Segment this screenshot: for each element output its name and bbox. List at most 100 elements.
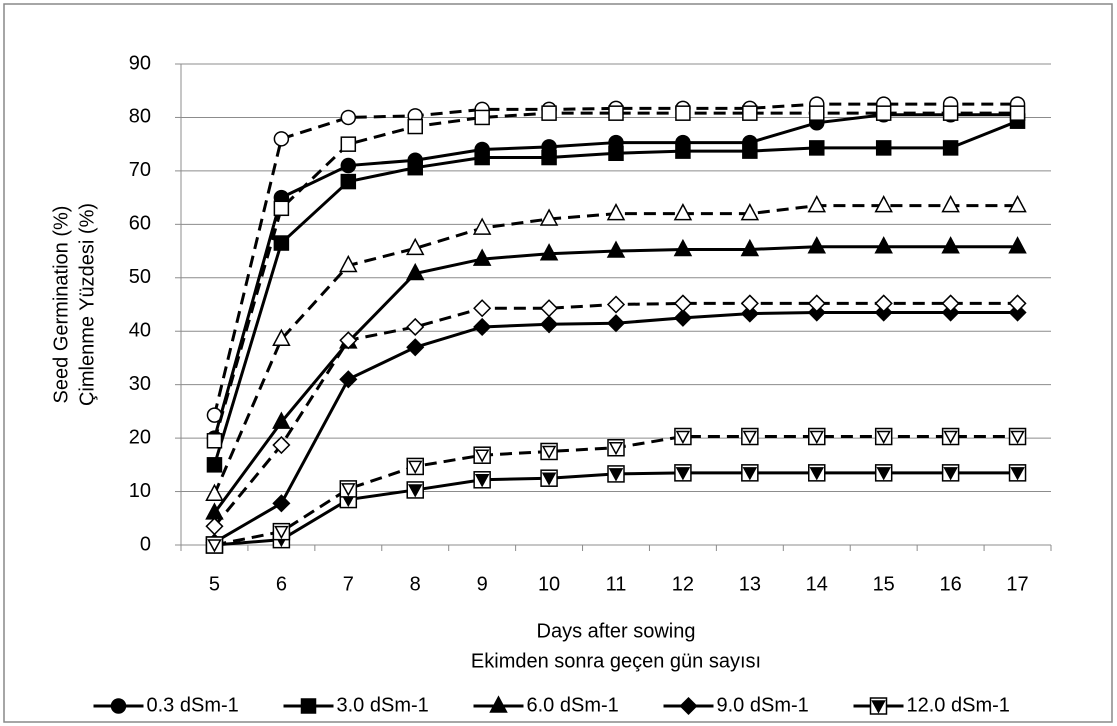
marker-shape <box>675 143 691 159</box>
marker-shape <box>406 338 425 357</box>
marker <box>541 149 557 166</box>
y-tick-label: 80 <box>129 106 151 128</box>
marker <box>941 195 960 213</box>
marker-shape <box>1008 303 1027 322</box>
legend-label: 9.0 dSm-1 <box>717 694 809 716</box>
marker-shape <box>874 294 893 313</box>
marker <box>472 248 492 266</box>
marker-shape <box>740 294 759 313</box>
marker <box>875 140 892 156</box>
marker-shape <box>540 315 559 334</box>
marker-shape <box>673 238 693 257</box>
marker-shape <box>875 105 892 121</box>
marker <box>406 481 424 499</box>
marker <box>869 697 888 715</box>
marker-shape <box>876 430 891 445</box>
marker-shape <box>941 195 960 213</box>
marker <box>473 317 492 337</box>
marker <box>272 435 291 455</box>
marker <box>606 203 626 221</box>
marker-shape <box>941 294 960 313</box>
marker <box>540 442 558 461</box>
marker-shape <box>809 140 825 156</box>
marker-shape <box>943 467 958 481</box>
marker <box>340 136 357 152</box>
marker <box>272 494 291 513</box>
marker-shape <box>474 474 490 488</box>
legend-label: 12.0 dSm-1 <box>907 694 1010 716</box>
marker-shape <box>606 240 626 258</box>
marker-shape <box>340 173 357 190</box>
marker <box>340 109 357 126</box>
marker <box>941 464 960 482</box>
marker-shape <box>205 517 224 536</box>
y-axis-title: Çimlenme Yüzdesi (%) <box>76 203 98 406</box>
marker-shape <box>300 698 317 714</box>
marker-shape <box>941 303 960 322</box>
marker-shape <box>339 254 358 273</box>
marker-shape <box>541 445 557 460</box>
marker <box>339 370 358 389</box>
marker-shape <box>340 109 357 126</box>
marker-shape <box>807 294 826 313</box>
marker <box>674 464 692 482</box>
marker <box>673 308 692 327</box>
marker <box>540 469 558 487</box>
marker <box>808 427 826 446</box>
marker-shape <box>272 494 291 513</box>
marker <box>742 105 758 121</box>
marker <box>405 237 425 256</box>
marker <box>608 105 624 121</box>
marker-shape <box>1010 467 1025 481</box>
marker-shape <box>679 696 698 716</box>
marker-shape <box>541 149 557 166</box>
marker-shape <box>474 449 490 463</box>
marker-shape <box>874 303 893 322</box>
marker <box>406 317 425 337</box>
marker <box>807 236 827 254</box>
x-tick-label: 7 <box>343 573 354 595</box>
marker-shape <box>206 433 223 449</box>
marker <box>273 235 290 251</box>
marker-shape <box>405 237 425 256</box>
marker-shape <box>606 203 626 221</box>
marker <box>407 118 423 135</box>
marker <box>1008 464 1027 482</box>
marker-shape <box>340 157 357 174</box>
x-tick-label: 10 <box>538 573 560 595</box>
marker <box>273 200 290 217</box>
marker <box>272 411 291 429</box>
marker-shape <box>540 299 559 318</box>
marker-shape <box>405 262 425 281</box>
marker-shape <box>110 698 127 714</box>
y-tick-label: 90 <box>129 52 151 74</box>
marker-shape <box>206 457 223 473</box>
marker-shape <box>740 304 759 323</box>
marker <box>740 304 759 323</box>
marker <box>340 173 357 190</box>
y-tick-label: 60 <box>129 213 151 235</box>
marker <box>340 157 357 174</box>
marker-shape <box>473 299 492 318</box>
x-tick-label: 13 <box>739 573 761 595</box>
y-tick-label: 30 <box>129 373 151 395</box>
marker-shape <box>205 483 224 501</box>
marker <box>541 105 557 121</box>
marker <box>474 149 490 166</box>
marker-shape <box>740 238 760 257</box>
marker-shape <box>207 539 222 553</box>
marker <box>741 427 759 446</box>
marker <box>874 236 893 254</box>
marker <box>941 303 960 322</box>
marker <box>874 195 893 213</box>
marker-shape <box>472 217 492 235</box>
marker-shape <box>675 105 691 121</box>
marker-shape <box>606 295 626 314</box>
marker-shape <box>874 195 893 213</box>
marker-shape <box>489 695 508 713</box>
marker <box>339 254 358 273</box>
y-tick-label: 50 <box>129 266 151 288</box>
marker-shape <box>407 484 423 498</box>
marker <box>1008 195 1027 213</box>
